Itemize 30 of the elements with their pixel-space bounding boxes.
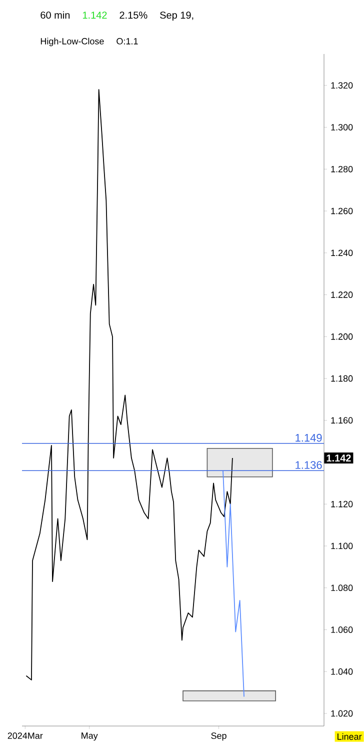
y-tick-label: 1.020 <box>331 710 353 717</box>
y-tick-label: 1.200 <box>331 333 353 340</box>
x-tick-label: Sep <box>211 732 226 741</box>
y-tick-label: 1.060 <box>331 626 353 633</box>
y-tick-label: 1.080 <box>331 584 353 592</box>
x-tick-label: May <box>82 732 98 741</box>
annotation: 1.142 <box>326 454 351 462</box>
text: Sep 19, <box>160 12 194 21</box>
y-tick-label: 1.120 <box>331 500 353 508</box>
line-series <box>222 470 244 698</box>
y-tick-label: 1.280 <box>331 166 353 172</box>
ref-line-label: 1.136 <box>296 461 322 469</box>
text: High-Low-Close <box>40 38 104 46</box>
y-tick-label: 1.160 <box>331 417 353 424</box>
text: 2.15% <box>120 12 148 19</box>
y-tick-label: 1.100 <box>331 542 353 550</box>
y-tick-label: 1.240 <box>331 250 353 256</box>
y-tick-label: 1.320 <box>331 82 353 89</box>
x-tick-label: 2024Mar <box>8 732 43 739</box>
text: Linear <box>338 733 362 740</box>
line-series <box>26 89 233 680</box>
text: 60 min <box>40 11 70 19</box>
y-tick-label: 1.180 <box>331 375 353 382</box>
y-tick-label: 1.300 <box>331 124 353 130</box>
text: O:1.1 <box>116 38 138 44</box>
y-tick-label: 1.040 <box>331 668 353 675</box>
text: 1.142 <box>82 12 107 19</box>
y-tick-label: 1.260 <box>331 208 353 214</box>
ref-line-label: 1.149 <box>296 434 322 442</box>
y-tick-label: 1.220 <box>331 292 353 298</box>
